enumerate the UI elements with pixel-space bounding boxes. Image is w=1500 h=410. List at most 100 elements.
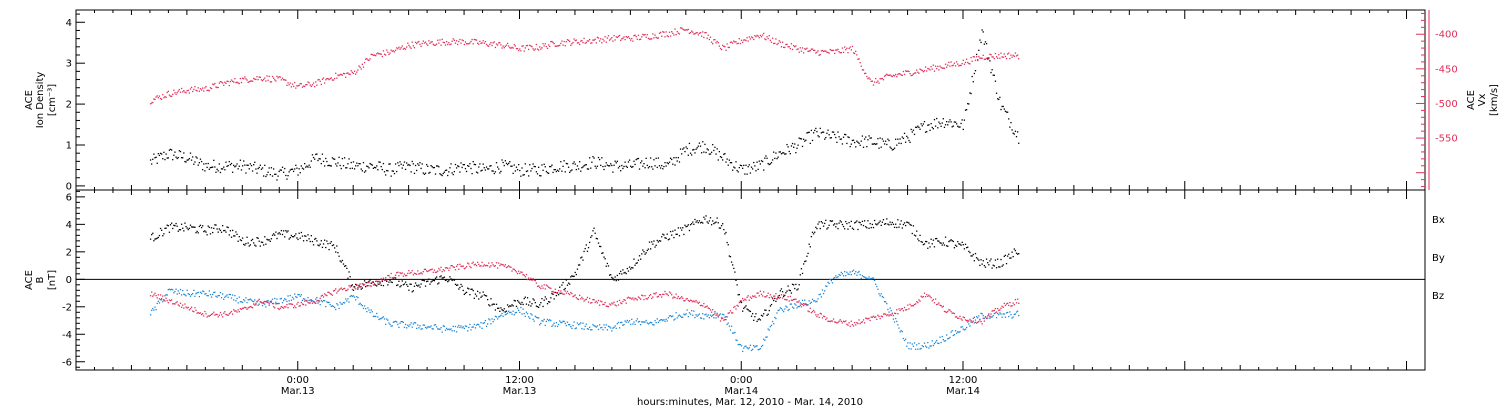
top-point [857, 58, 859, 60]
bottom-point [512, 310, 514, 312]
bottom-point [668, 238, 671, 240]
top-point [550, 41, 552, 43]
bottom-point [296, 296, 298, 299]
bottom-point [209, 233, 212, 235]
top-point [682, 148, 684, 150]
top-point [490, 165, 492, 167]
bottom-point [961, 319, 963, 321]
top-point [234, 78, 236, 80]
top-point [581, 167, 583, 169]
top-point [948, 121, 950, 123]
bottom-point [408, 270, 410, 272]
top-point [317, 159, 319, 162]
top-point [564, 45, 566, 47]
bottom-point [615, 327, 617, 330]
top-point [725, 161, 727, 163]
top-point [182, 157, 184, 159]
bottom-point [231, 313, 234, 315]
bottom-point [749, 344, 752, 346]
bottom-point [880, 224, 882, 227]
bottom-point [468, 326, 470, 329]
bottom-point [667, 317, 670, 319]
bottom-point [460, 283, 462, 286]
bottom-point [940, 341, 942, 344]
bottom-point [604, 258, 606, 260]
bottom-point [225, 231, 227, 233]
top-point [928, 68, 930, 70]
top-point [642, 33, 644, 36]
bottom-point [409, 283, 411, 285]
top-point [768, 163, 770, 166]
bottom-point [492, 303, 494, 305]
bottom-point [428, 270, 430, 272]
bottom-point [438, 282, 440, 284]
bottom-point [632, 267, 634, 269]
top-point [329, 165, 331, 167]
bottom-point [984, 266, 987, 268]
bottom-point [318, 299, 320, 302]
bottom-point [479, 326, 481, 328]
top-point [844, 46, 846, 48]
top-point [260, 79, 263, 81]
bottom-point [974, 319, 977, 321]
bottom-point [787, 296, 789, 298]
top-point [422, 40, 424, 42]
top-point [540, 48, 542, 50]
bottom-point [153, 309, 155, 311]
bottom-point [681, 229, 683, 231]
bottom-point [751, 313, 754, 315]
top-point [308, 164, 310, 166]
bottom-point [573, 275, 575, 277]
top-point [194, 85, 196, 88]
bottom-point [531, 279, 533, 282]
top-point [297, 85, 299, 87]
top-point [321, 78, 324, 80]
top-point [832, 49, 835, 52]
bottom-point [977, 321, 979, 323]
bottom-point [437, 270, 439, 272]
top-point [401, 45, 403, 47]
bottom-point [634, 323, 636, 326]
top-point [451, 40, 453, 42]
bottom-point [909, 342, 911, 344]
bottom-point [603, 256, 605, 258]
bottom-point [932, 239, 935, 241]
bottom-point [677, 227, 679, 229]
top-point [758, 37, 760, 39]
bottom-point [613, 279, 615, 281]
top-point [999, 96, 1001, 99]
bottom-point [481, 295, 483, 297]
top-point [858, 142, 860, 144]
top-point [1006, 111, 1009, 113]
top-point [761, 34, 764, 36]
bottom-point [492, 321, 494, 323]
bottom-point [241, 307, 244, 309]
top-point [504, 160, 507, 162]
bottom-point [733, 267, 735, 270]
bottom-point [818, 316, 820, 319]
bottom-point [732, 312, 734, 314]
top-point [612, 40, 614, 42]
bottom-point [192, 310, 194, 312]
bottom-point [575, 327, 577, 329]
top-point [312, 156, 315, 159]
bottom-point [1009, 301, 1011, 304]
bottom-point [765, 309, 767, 311]
bottom-point [715, 221, 717, 223]
bottom-point [822, 315, 825, 317]
top-point [888, 139, 890, 142]
bottom-point [920, 240, 922, 243]
bottom-point [207, 295, 209, 297]
bottom-point [988, 314, 990, 316]
bottom-point [513, 299, 515, 302]
top-point [579, 161, 581, 163]
bottom-point [672, 230, 674, 232]
bottom-point [730, 312, 733, 314]
top-point [433, 44, 436, 46]
bottom-point [882, 219, 885, 221]
bottom-point [810, 301, 813, 303]
top-point [506, 163, 509, 166]
bottom-point [419, 325, 421, 327]
top-point [342, 165, 345, 167]
top-point [227, 164, 229, 167]
